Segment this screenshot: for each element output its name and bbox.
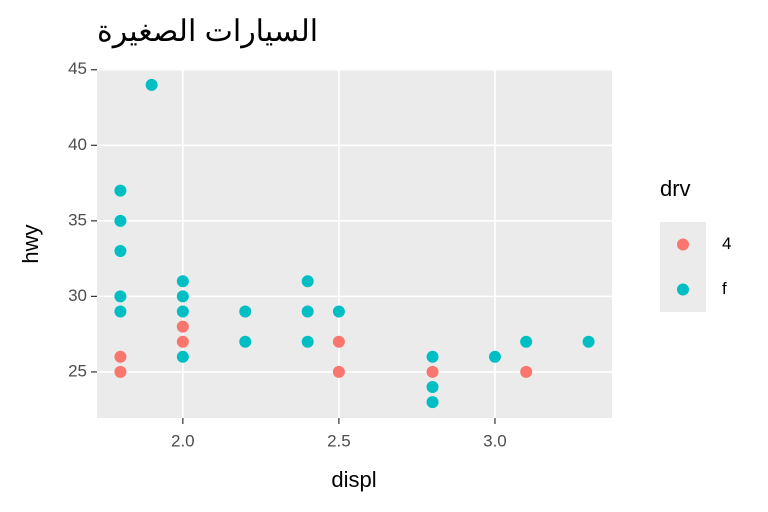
legend-title: drv bbox=[660, 176, 691, 201]
point bbox=[426, 396, 439, 409]
y-tick-label: 30 bbox=[68, 286, 87, 305]
chart-title: السيارات الصغيرة bbox=[97, 15, 318, 49]
plot-background bbox=[97, 69, 612, 418]
x-tick-label: 3.0 bbox=[483, 431, 507, 450]
legend-label: 4 bbox=[722, 234, 731, 253]
point bbox=[114, 214, 127, 227]
point bbox=[176, 335, 189, 348]
point bbox=[114, 350, 127, 363]
x-tick-label: 2.5 bbox=[327, 431, 351, 450]
point bbox=[520, 365, 533, 378]
legend-key-background bbox=[660, 222, 706, 312]
y-tick-label: 25 bbox=[68, 361, 87, 380]
point bbox=[301, 335, 314, 348]
point bbox=[332, 365, 345, 378]
point bbox=[145, 78, 158, 91]
point bbox=[301, 275, 314, 288]
point bbox=[488, 350, 501, 363]
legend-label: f bbox=[722, 279, 727, 298]
point bbox=[239, 305, 252, 318]
y-tick-label: 40 bbox=[68, 135, 87, 154]
point bbox=[332, 305, 345, 318]
point bbox=[114, 305, 127, 318]
point bbox=[176, 275, 189, 288]
point bbox=[332, 335, 345, 348]
point bbox=[176, 320, 189, 333]
point bbox=[176, 290, 189, 303]
point bbox=[239, 335, 252, 348]
point bbox=[520, 335, 533, 348]
point bbox=[582, 335, 595, 348]
point bbox=[176, 350, 189, 363]
y-tick-label: 35 bbox=[68, 210, 87, 229]
point bbox=[114, 290, 127, 303]
y-axis-title: hwy bbox=[18, 224, 43, 263]
x-axis-title: displ bbox=[331, 467, 376, 492]
legend-marker bbox=[677, 238, 689, 251]
point bbox=[426, 381, 439, 394]
point bbox=[114, 184, 127, 197]
y-tick-label: 45 bbox=[68, 59, 87, 78]
x-tick-label: 2.0 bbox=[171, 431, 195, 450]
point bbox=[426, 350, 439, 363]
point bbox=[426, 365, 439, 378]
point bbox=[114, 245, 127, 258]
point bbox=[176, 305, 189, 318]
legend-marker bbox=[677, 283, 689, 296]
point bbox=[301, 305, 314, 318]
point bbox=[114, 365, 127, 378]
